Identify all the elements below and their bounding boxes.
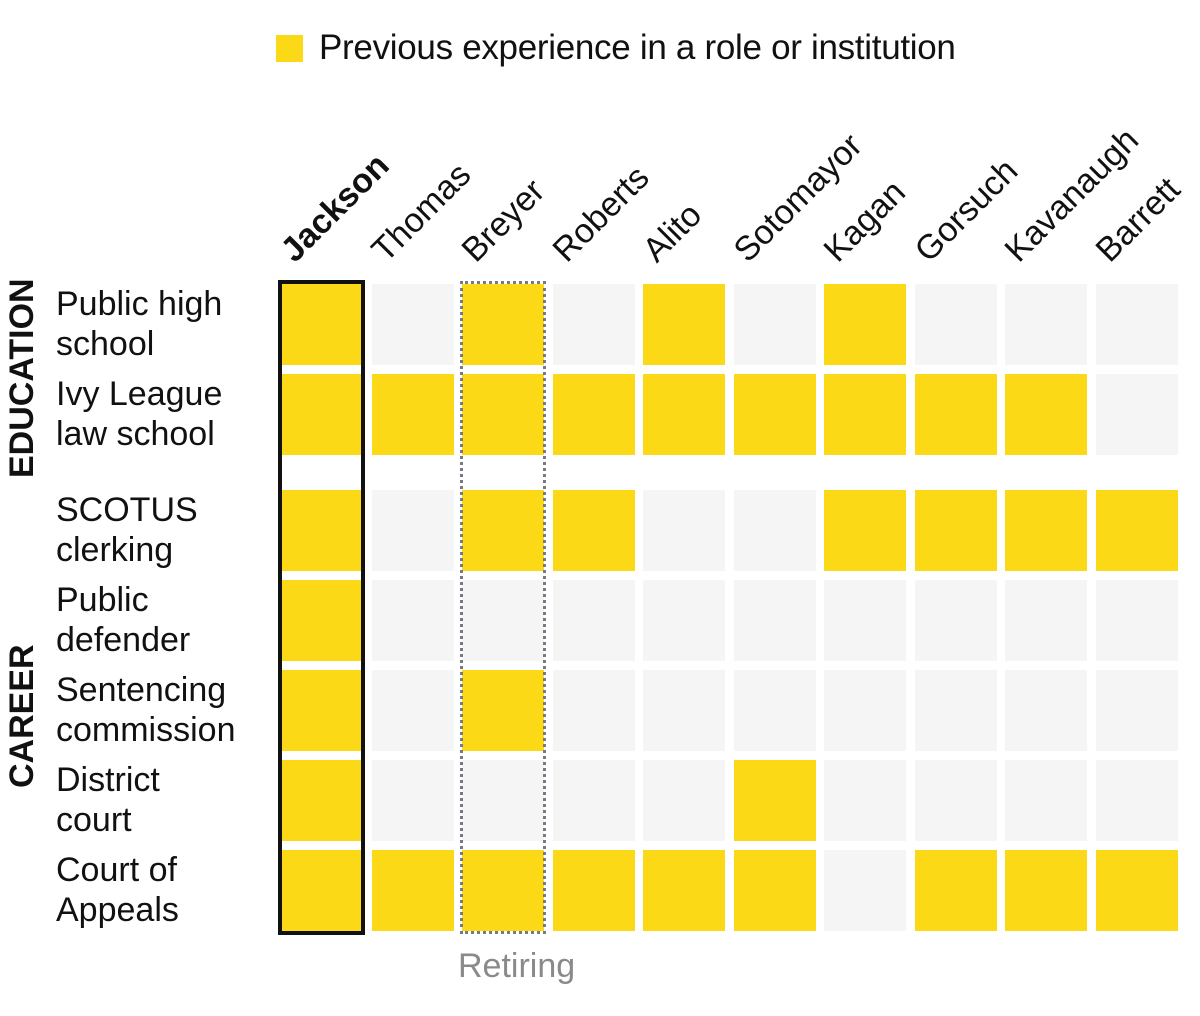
cell-kavanaugh-row-1: [1005, 284, 1087, 365]
cell-jackson-row-7: [281, 850, 363, 931]
group-label-career: CAREER: [3, 644, 41, 788]
cell-kavanaugh-row-2: [1005, 374, 1087, 455]
cell-kavanaugh-row-7: [1005, 850, 1087, 931]
column-label-roberts: Roberts: [545, 158, 657, 270]
row-label-line: Public high: [56, 285, 223, 323]
row-label: Ivy League law school: [56, 374, 222, 454]
cell-alito-row-1: [643, 284, 725, 365]
cell-sotomayor-row-6: [733, 760, 816, 841]
row-label: District court: [56, 760, 160, 840]
row-label-line: District: [56, 761, 160, 799]
cell-jackson-row-4: [281, 580, 363, 661]
cell-sotomayor-row-3: [733, 490, 816, 571]
cell-gorsuch-row-6: [914, 760, 997, 841]
cell-roberts-row-3: [552, 490, 635, 571]
row-label-line: school: [56, 325, 155, 363]
cell-kagan-row-4: [824, 580, 906, 661]
row-label-line: Public: [56, 581, 149, 619]
cell-kagan-row-2: [824, 374, 906, 455]
cell-thomas-row-6: [371, 760, 454, 841]
cell-jackson-row-1: [281, 284, 363, 365]
cell-gorsuch-row-4: [914, 580, 997, 661]
row-label-line: SCOTUS: [56, 491, 198, 529]
row-label-line: commission: [56, 711, 236, 749]
cell-alito-row-2: [643, 374, 725, 455]
cell-alito-row-4: [643, 580, 725, 661]
cell-thomas-row-7: [371, 850, 454, 931]
cell-kagan-row-3: [824, 490, 906, 571]
cell-kagan-row-6: [824, 760, 906, 841]
cell-kavanaugh-row-3: [1005, 490, 1087, 571]
cell-jackson-row-3: [281, 490, 363, 571]
cell-breyer-row-6: [462, 760, 544, 841]
cell-breyer-row-7: [462, 850, 544, 931]
cell-breyer-row-5: [462, 670, 544, 751]
cell-gorsuch-row-2: [914, 374, 997, 455]
row-label: SCOTUS clerking: [56, 490, 198, 570]
cell-kagan-row-1: [824, 284, 906, 365]
row-label-line: law school: [56, 415, 215, 453]
cell-thomas-row-4: [371, 580, 454, 661]
legend: Previous experience in a role or institu…: [276, 28, 956, 68]
row-label-line: court: [56, 801, 132, 839]
cell-sotomayor-row-4: [733, 580, 816, 661]
cell-thomas-row-5: [371, 670, 454, 751]
cell-alito-row-7: [643, 850, 725, 931]
cell-kavanaugh-row-5: [1005, 670, 1087, 751]
cell-roberts-row-1: [552, 284, 635, 365]
cell-breyer-row-4: [462, 580, 544, 661]
cell-kagan-row-7: [824, 850, 906, 931]
row-label-line: Sentencing: [56, 671, 227, 709]
row-label: Public defender: [56, 580, 190, 660]
cell-barrett-row-5: [1095, 670, 1178, 751]
column-label-alito: Alito: [635, 195, 710, 270]
cell-barrett-row-1: [1095, 284, 1178, 365]
cell-kagan-row-5: [824, 670, 906, 751]
cell-gorsuch-row-1: [914, 284, 997, 365]
cell-roberts-row-5: [552, 670, 635, 751]
cell-thomas-row-1: [371, 284, 454, 365]
cell-thomas-row-3: [371, 490, 454, 571]
row-label-line: defender: [56, 621, 191, 659]
cell-roberts-row-7: [552, 850, 635, 931]
retiring-label: Retiring: [458, 947, 576, 985]
legend-label: Previous experience in a role or institu…: [319, 28, 956, 67]
legend-swatch: [276, 34, 303, 62]
cell-sotomayor-row-5: [733, 670, 816, 751]
row-label: Sentencing commission: [56, 670, 235, 750]
cell-barrett-row-4: [1095, 580, 1178, 661]
cell-barrett-row-2: [1095, 374, 1178, 455]
cell-roberts-row-6: [552, 760, 635, 841]
cell-kavanaugh-row-4: [1005, 580, 1087, 661]
cell-jackson-row-6: [281, 760, 363, 841]
cell-gorsuch-row-5: [914, 670, 997, 751]
row-label-line: clerking: [56, 531, 174, 569]
cell-alito-row-5: [643, 670, 725, 751]
cell-jackson-row-5: [281, 670, 363, 751]
row-label: Public high school: [56, 284, 222, 364]
row-label-line: Court of: [56, 851, 177, 889]
cell-roberts-row-4: [552, 580, 635, 661]
cell-kavanaugh-row-6: [1005, 760, 1087, 841]
cell-thomas-row-2: [371, 374, 454, 455]
cell-gorsuch-row-3: [914, 490, 997, 571]
cell-roberts-row-2: [552, 374, 635, 455]
cell-alito-row-6: [643, 760, 725, 841]
cell-sotomayor-row-2: [733, 374, 816, 455]
cell-sotomayor-row-7: [733, 850, 816, 931]
row-label: Court of Appeals: [56, 850, 179, 930]
cell-gorsuch-row-7: [914, 850, 997, 931]
group-label-education: EDUCATION: [3, 278, 41, 478]
row-label-line: Appeals: [56, 891, 179, 929]
cell-barrett-row-6: [1095, 760, 1178, 841]
cell-barrett-row-7: [1095, 850, 1178, 931]
cell-breyer-row-2: [462, 374, 544, 455]
cell-barrett-row-3: [1095, 490, 1178, 571]
row-label-line: Ivy League: [56, 375, 223, 413]
cell-breyer-row-3: [462, 490, 544, 571]
cell-alito-row-3: [643, 490, 725, 571]
cell-jackson-row-2: [281, 374, 363, 455]
cell-breyer-row-1: [462, 284, 544, 365]
cell-sotomayor-row-1: [733, 284, 816, 365]
